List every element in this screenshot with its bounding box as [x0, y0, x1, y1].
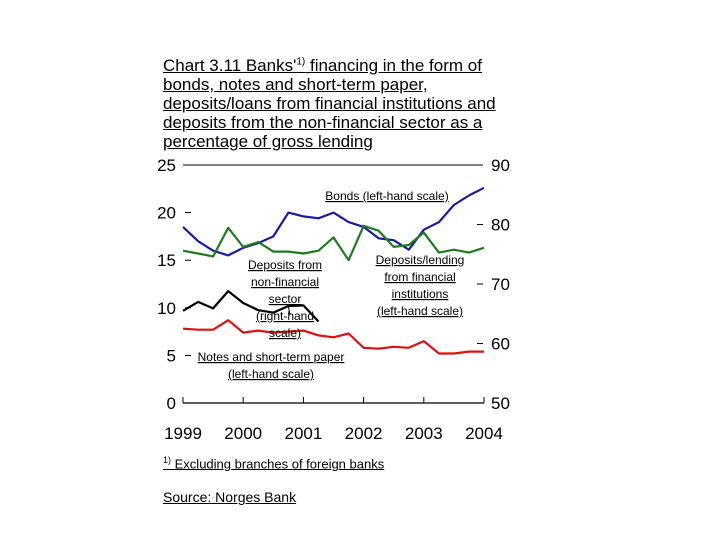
footnote: 1) Excluding branches of foreign banks — [163, 455, 384, 471]
source-note: Source: Norges Bank — [163, 489, 297, 505]
footnote-text: Excluding branches of foreign banks — [174, 456, 385, 472]
chart-title-prefix: Chart 3.11 Banks' — [163, 56, 297, 75]
chart-title: Chart 3.11 Banks'1) financing in the for… — [163, 56, 513, 151]
annotation-deposits-lending: Deposits/lending from financial institutio… — [376, 253, 465, 318]
left-tick-label: 15 — [157, 251, 176, 270]
chart-title-superscript: 1) — [296, 56, 306, 68]
annotation-deposits-non-financial: Deposits from non-financial sector (right-h… — [248, 258, 322, 340]
chart-title-suffix: financing in the form of bonds, notes an… — [163, 56, 496, 151]
x-tick-label: 2000 — [224, 424, 262, 443]
x-tick-label: 2002 — [345, 424, 383, 443]
left-tick-label: 25 — [157, 156, 176, 175]
series-line-0 — [182, 186, 485, 257]
x-tick-label: 2004 — [465, 424, 503, 443]
right-tick-label: 50 — [491, 394, 510, 413]
annotation-bonds: Bonds (left-hand scale) — [325, 189, 448, 203]
footnote-marker: 1) — [163, 455, 172, 465]
right-tick-label: 90 — [491, 156, 510, 175]
x-tick-label: 1999 — [164, 424, 202, 443]
x-tick-label: 2003 — [405, 424, 443, 443]
series-line-2 — [182, 290, 320, 323]
annotation-notes-short-term: Notes and short-term paper (left-hand sca… — [198, 350, 345, 381]
left-tick-label: 0 — [167, 394, 176, 413]
annotation-pointer — [287, 303, 291, 316]
series-line-3 — [182, 319, 484, 355]
left-tick-label: 20 — [157, 204, 176, 223]
right-tick-label: 80 — [491, 216, 510, 235]
right-tick-label: 60 — [491, 335, 510, 354]
series-line-1 — [182, 224, 485, 262]
x-tick-label: 2001 — [284, 424, 322, 443]
left-tick-label: 5 — [167, 346, 176, 365]
right-tick-label: 70 — [491, 275, 510, 294]
left-tick-label: 10 — [157, 299, 176, 318]
